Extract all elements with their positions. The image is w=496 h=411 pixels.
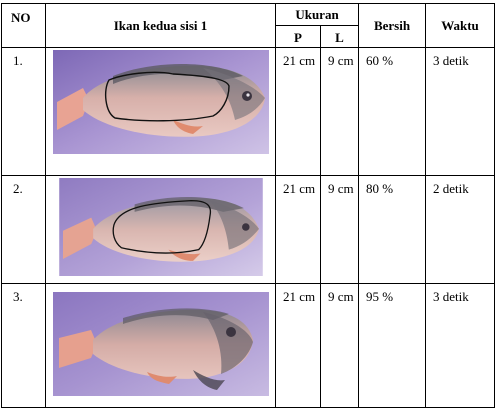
header-size: Ukuran [274, 3, 360, 26]
clean-cell: 95 % [358, 283, 427, 408]
row-number: 1. [1, 47, 46, 176]
row-number: 3. [1, 283, 46, 408]
header-length: P [275, 25, 321, 48]
time-cell: 2 detik [425, 175, 496, 284]
header-fish: Ikan kedua sisi 1 [45, 3, 276, 48]
header-width: L [319, 25, 360, 48]
time-cell: 3 detik [425, 47, 496, 176]
fish-photo-with-outlined-region [52, 50, 269, 154]
width-cell: 9 cm [319, 283, 360, 408]
photo-cell [45, 175, 276, 284]
photo-cell [45, 47, 276, 176]
table-row: 1. [1, 47, 496, 176]
fish-photo-with-outlined-region [58, 178, 263, 276]
results-table: NO Ikan kedua sisi 1 Ukuran Bersih Waktu… [1, 3, 496, 408]
header-no: NO [1, 3, 46, 48]
length-cell: 21 cm [275, 47, 321, 176]
width-cell: 9 cm [319, 175, 360, 284]
clean-cell: 60 % [358, 47, 427, 176]
fish-photo [52, 292, 269, 396]
length-cell: 21 cm [275, 175, 321, 284]
photo-cell [45, 283, 276, 408]
clean-cell: 80 % [358, 175, 427, 284]
length-cell: 21 cm [275, 283, 321, 408]
table-row: 3. [1, 283, 496, 408]
header-clean: Bersih [358, 3, 427, 48]
table-row: 2. [1, 175, 496, 284]
time-cell: 3 detik [425, 283, 496, 408]
row-number: 2. [1, 175, 46, 284]
header-time: Waktu [425, 3, 496, 48]
width-cell: 9 cm [319, 47, 360, 176]
